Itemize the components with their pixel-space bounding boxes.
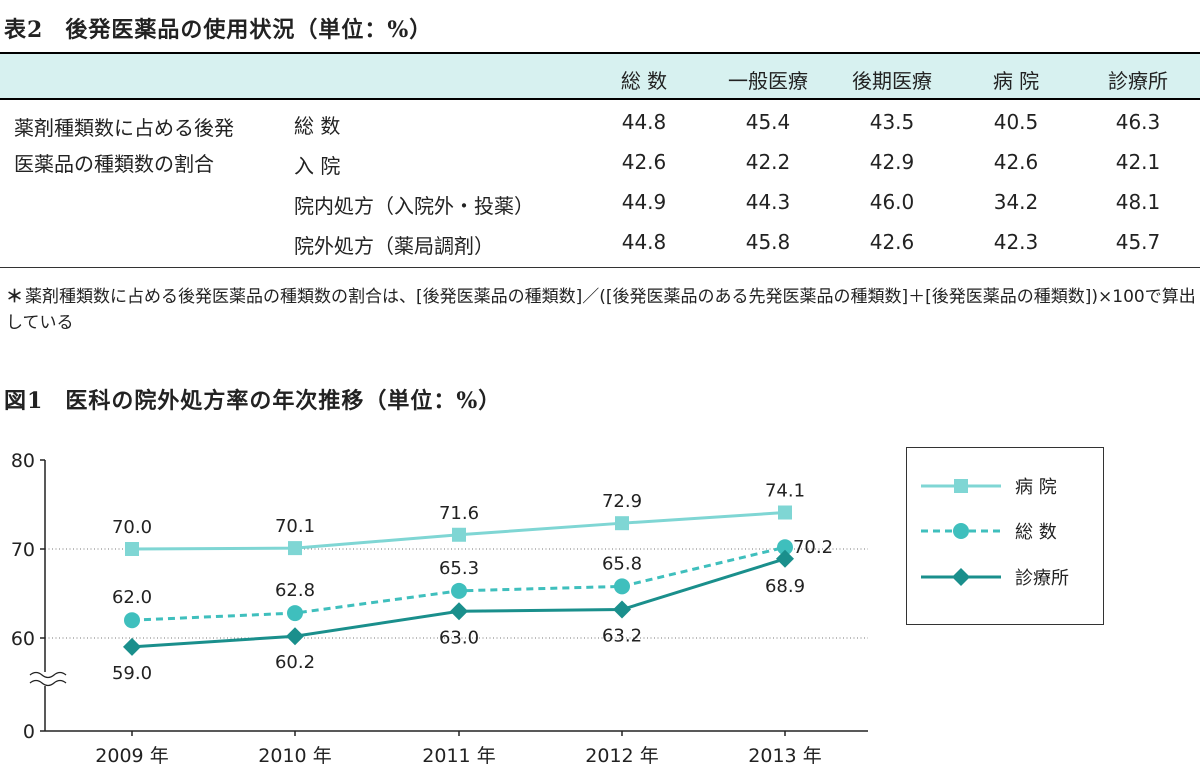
axis-break-mark: [29, 671, 67, 679]
row-label: 院外処方（薬局調剤）: [294, 234, 494, 258]
chart-title-text: 医科の院外処方率の年次推移（単位：%）: [65, 388, 502, 414]
data-label: 65.8: [602, 553, 642, 574]
legend-label: 病 院: [1015, 477, 1057, 498]
cell: 42.6: [621, 150, 667, 174]
chart-title: 図1 医科の院外処方率の年次推移（単位：%）: [4, 383, 501, 415]
cell: 46.3: [1115, 110, 1161, 134]
cell: 44.9: [621, 190, 667, 214]
y-tick-label: 80: [11, 450, 35, 472]
data-point: [451, 582, 467, 599]
cell: 42.1: [1115, 150, 1161, 174]
cell: 48.1: [1115, 190, 1161, 214]
cell: 43.5: [869, 110, 915, 134]
table-row: 院外処方（薬局調剤） 44.8 45.8 42.6 42.3 45.7: [284, 224, 1200, 260]
data-point: [452, 527, 466, 542]
data-label: 63.2: [602, 626, 642, 647]
chart-legend: 病 院総 数診療所: [906, 447, 1104, 625]
legend-marker: [953, 523, 969, 539]
x-tick-label: 2009 年: [95, 745, 168, 767]
data-label: 72.9: [602, 491, 642, 512]
usage-table: 総 数 一般医療 後期医療 病 院 診療所 薬剤種類数に占める後発医薬品の種類数…: [0, 52, 1200, 268]
table-body: 薬剤種類数に占める後発医薬品の種類数の割合 総 数 44.8 45.4 43.5…: [0, 100, 1200, 267]
data-point: [124, 612, 140, 629]
row-label: 総 数: [294, 114, 341, 138]
cell: 42.9: [869, 150, 915, 174]
cell: 42.2: [745, 150, 791, 174]
data-label: 70.2: [793, 537, 833, 558]
table-row: 院内処方（入院外・投薬） 44.9 44.3 46.0 34.2 48.1: [284, 184, 1200, 220]
data-label: 68.9: [765, 576, 805, 597]
data-label: 70.0: [112, 517, 152, 538]
y-tick-label: 70: [11, 539, 35, 561]
axis-break-gap: [31, 672, 59, 686]
col-header-late-stage: 後期医療: [852, 69, 932, 93]
cell: 42.6: [869, 230, 915, 254]
data-point: [613, 600, 631, 619]
data-point: [776, 549, 794, 568]
data-label: 71.6: [439, 503, 479, 524]
x-tick-label: 2012 年: [585, 745, 658, 767]
data-point: [777, 539, 793, 556]
data-point: [286, 627, 304, 646]
data-point: [123, 637, 141, 656]
axis-break-mark: [29, 679, 67, 687]
line-chart: 0 60 70 80 2009 年 2010 年 2011 年 2012 年 2013 年 70.…: [11, 450, 868, 767]
chart-number: 図1: [4, 388, 44, 414]
table-header-row: 総 数 一般医療 後期医療 病 院 診療所: [0, 54, 1200, 100]
x-tick-label: 2010 年: [258, 745, 331, 767]
data-point: [287, 605, 303, 622]
table-title-text: 後発医薬品の使用状況（単位：%）: [65, 17, 433, 43]
row-label: 入 院: [294, 154, 341, 178]
row-label: 院内処方（入院外・投薬）: [294, 194, 534, 218]
row-group-label: 薬剤種類数に占める後発医薬品の種類数の割合: [14, 116, 234, 176]
legend-label: 総 数: [1015, 522, 1057, 543]
data-point: [450, 602, 468, 621]
table-footnote: ＊薬剤種類数に占める後発医薬品の種類数の割合は、[後発医薬品の種類数]／([後発…: [6, 284, 1196, 336]
col-header-general: 一般医療: [728, 69, 808, 93]
table-number: 表2: [4, 17, 44, 43]
cell: 42.3: [993, 230, 1039, 254]
cell: 34.2: [993, 190, 1039, 214]
data-label: 65.3: [439, 558, 479, 579]
data-label: 62.0: [112, 587, 152, 608]
x-tick-label: 2013 年: [748, 745, 821, 767]
cell: 45.8: [745, 230, 791, 254]
data-label: 62.8: [275, 580, 315, 601]
footnote-text: 薬剤種類数に占める後発医薬品の種類数の割合は、[後発医薬品の種類数]／([後発医…: [6, 287, 1196, 333]
data-point: [614, 578, 630, 595]
cell: 45.7: [1115, 230, 1161, 254]
cell: 46.0: [869, 190, 915, 214]
data-label: 74.1: [765, 481, 805, 502]
table-row: 入 院 42.6 42.2 42.9 42.6 42.1: [284, 144, 1200, 180]
legend-label: 診療所: [1015, 568, 1069, 589]
data-label: 70.1: [275, 516, 315, 537]
table-row: 総 数 44.8 45.4 43.5 40.5 46.3: [284, 104, 1200, 140]
col-header-total: 総 数: [620, 69, 668, 93]
cell: 42.6: [993, 150, 1039, 174]
cell: 40.5: [993, 110, 1039, 134]
cell: 44.8: [621, 230, 667, 254]
data-label: 59.0: [112, 663, 152, 684]
table-title: 表2 後発医薬品の使用状況（単位：%）: [4, 12, 432, 44]
col-header-hospital: 病 院: [992, 69, 1040, 93]
data-label: 63.0: [439, 627, 479, 648]
cell: 44.8: [621, 110, 667, 134]
y-tick-label: 60: [11, 628, 35, 650]
data-point: [615, 516, 629, 531]
cell: 44.3: [745, 190, 791, 214]
legend-marker: [952, 568, 970, 586]
y-tick-label: 0: [23, 721, 35, 743]
data-point: [778, 505, 792, 520]
footnote-mark: ＊: [6, 287, 23, 307]
legend-marker: [954, 479, 968, 493]
col-header-clinic: 診療所: [1108, 69, 1168, 93]
cell: 45.4: [745, 110, 791, 134]
data-point: [125, 542, 139, 556]
x-tick-label: 2011 年: [422, 745, 495, 767]
data-label: 60.2: [275, 652, 315, 673]
data-point: [288, 541, 302, 556]
